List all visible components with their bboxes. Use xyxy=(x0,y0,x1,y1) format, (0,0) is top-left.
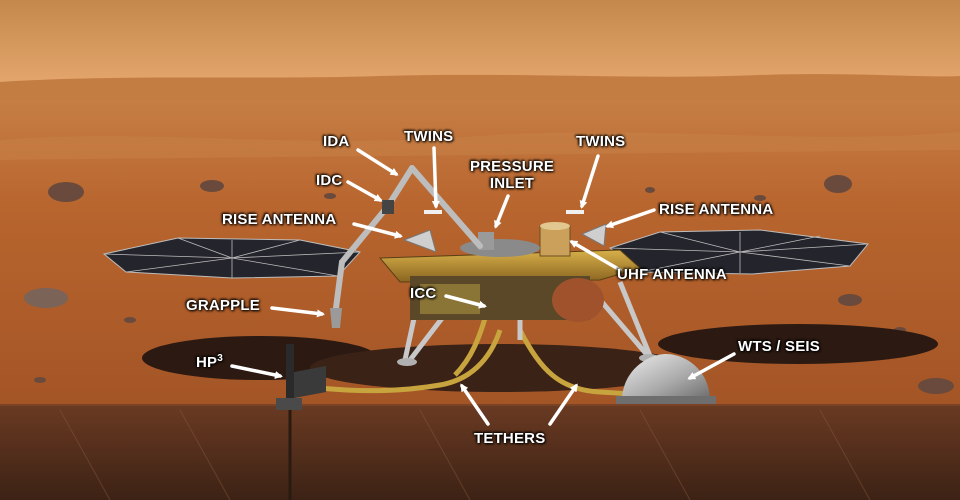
grapple-hook xyxy=(330,308,342,328)
arrow-twins-right xyxy=(579,154,600,209)
arrow-tethers-right xyxy=(548,383,578,426)
rocks xyxy=(24,175,954,394)
label-twins-right: TWINS xyxy=(576,133,626,150)
label-icc: ICC xyxy=(410,285,437,302)
arrow-uhf-antenna xyxy=(569,240,622,272)
label-hp3: HP3 xyxy=(196,353,224,372)
left-solar-array xyxy=(102,237,361,279)
arrow-pressure-inlet xyxy=(494,194,510,229)
label-wts-seis: WTS / SEIS xyxy=(738,338,821,355)
wts-seis-dome xyxy=(616,354,716,404)
label-pressure-inlet-line1: PRESSURE xyxy=(469,158,555,175)
arrow-ida xyxy=(356,148,399,176)
rise-antenna-right-dish xyxy=(580,223,607,247)
arrow-twins-left xyxy=(431,146,440,209)
label-ida: IDA xyxy=(323,133,350,150)
twins-boom-right xyxy=(566,210,584,214)
arrow-rise-antenna-right xyxy=(605,208,656,229)
arrow-icc xyxy=(444,294,487,309)
arrow-wts-seis xyxy=(687,352,736,380)
arrow-rise-antenna-left xyxy=(352,222,403,239)
arrow-idc xyxy=(346,180,383,202)
label-arrows xyxy=(230,146,736,426)
label-tethers: TETHERS xyxy=(474,430,546,447)
label-uhf-antenna: UHF ANTENNA xyxy=(617,266,727,283)
arrow-hp3 xyxy=(230,364,283,379)
ground-dunes xyxy=(0,132,960,160)
label-twins-left: TWINS xyxy=(404,128,454,145)
label-rise-antenna-left: RISE ANTENNA xyxy=(222,211,337,228)
right-panel-shadow xyxy=(658,324,938,364)
sky xyxy=(0,0,960,82)
label-rise-antenna-right: RISE ANTENNA xyxy=(659,201,774,218)
rise-antenna-left-dish xyxy=(402,229,437,253)
arrow-grapple xyxy=(270,306,325,318)
right-solar-array xyxy=(608,229,869,275)
subsurface-cutaway xyxy=(0,405,960,500)
label-idc: IDC xyxy=(316,172,343,189)
label-pressure-inlet: PRESSURE INLET xyxy=(462,158,562,192)
idc-camera xyxy=(382,200,394,214)
label-grapple: GRAPPLE xyxy=(186,297,260,314)
label-hp3-sup: 3 xyxy=(217,353,224,364)
robotic-arm xyxy=(333,165,483,311)
arrow-tethers-left xyxy=(460,383,490,426)
label-pressure-inlet-line2: INLET xyxy=(489,175,535,192)
label-hp3-base: HP xyxy=(196,354,218,371)
twins-boom-left xyxy=(424,210,442,214)
hp3-instrument xyxy=(276,344,326,500)
subsurface-streaks xyxy=(59,409,871,500)
